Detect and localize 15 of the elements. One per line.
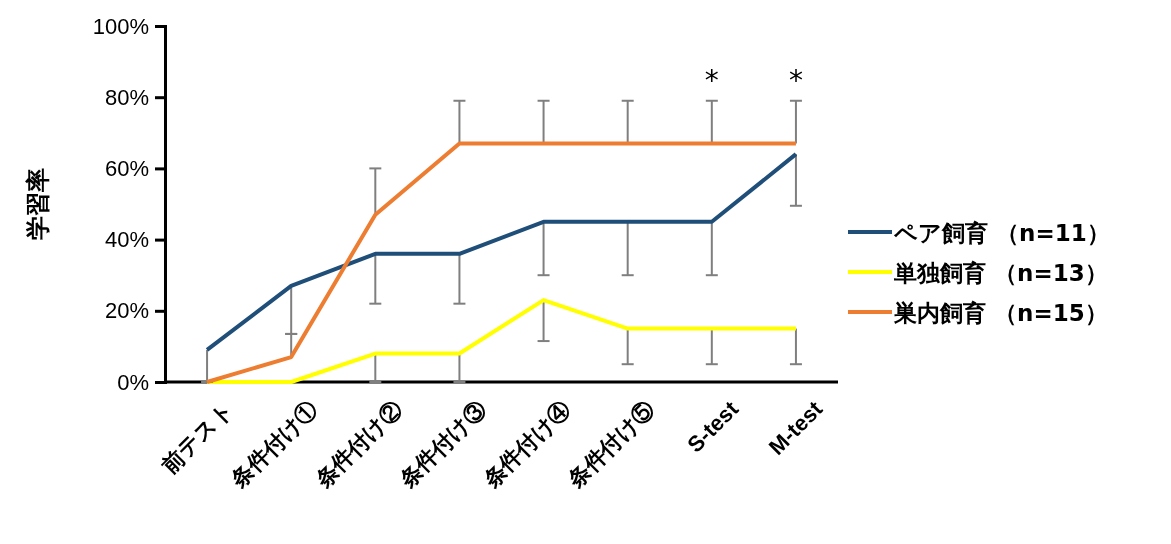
legend-label: 単独飼育 （n=13）: [893, 260, 1108, 286]
line-series: [205, 298, 798, 384]
y-tick-label: 40%: [104, 227, 149, 253]
line-series: [205, 152, 798, 352]
legend-label: ペア飼育 （n=11）: [893, 220, 1110, 246]
y-tick-label: 80%: [104, 84, 149, 110]
y-tick-label: 20%: [104, 298, 149, 324]
legend-label: 巣内飼育 （n=15）: [893, 300, 1108, 326]
line-series: [205, 141, 798, 384]
annotation: *: [704, 64, 719, 97]
y-axis-title: 学習率: [24, 168, 52, 240]
y-tick-label: 0%: [117, 369, 149, 395]
annotation: *: [788, 64, 803, 97]
y-tick-label: 100%: [92, 13, 149, 39]
y-tick-label: 60%: [104, 155, 149, 181]
